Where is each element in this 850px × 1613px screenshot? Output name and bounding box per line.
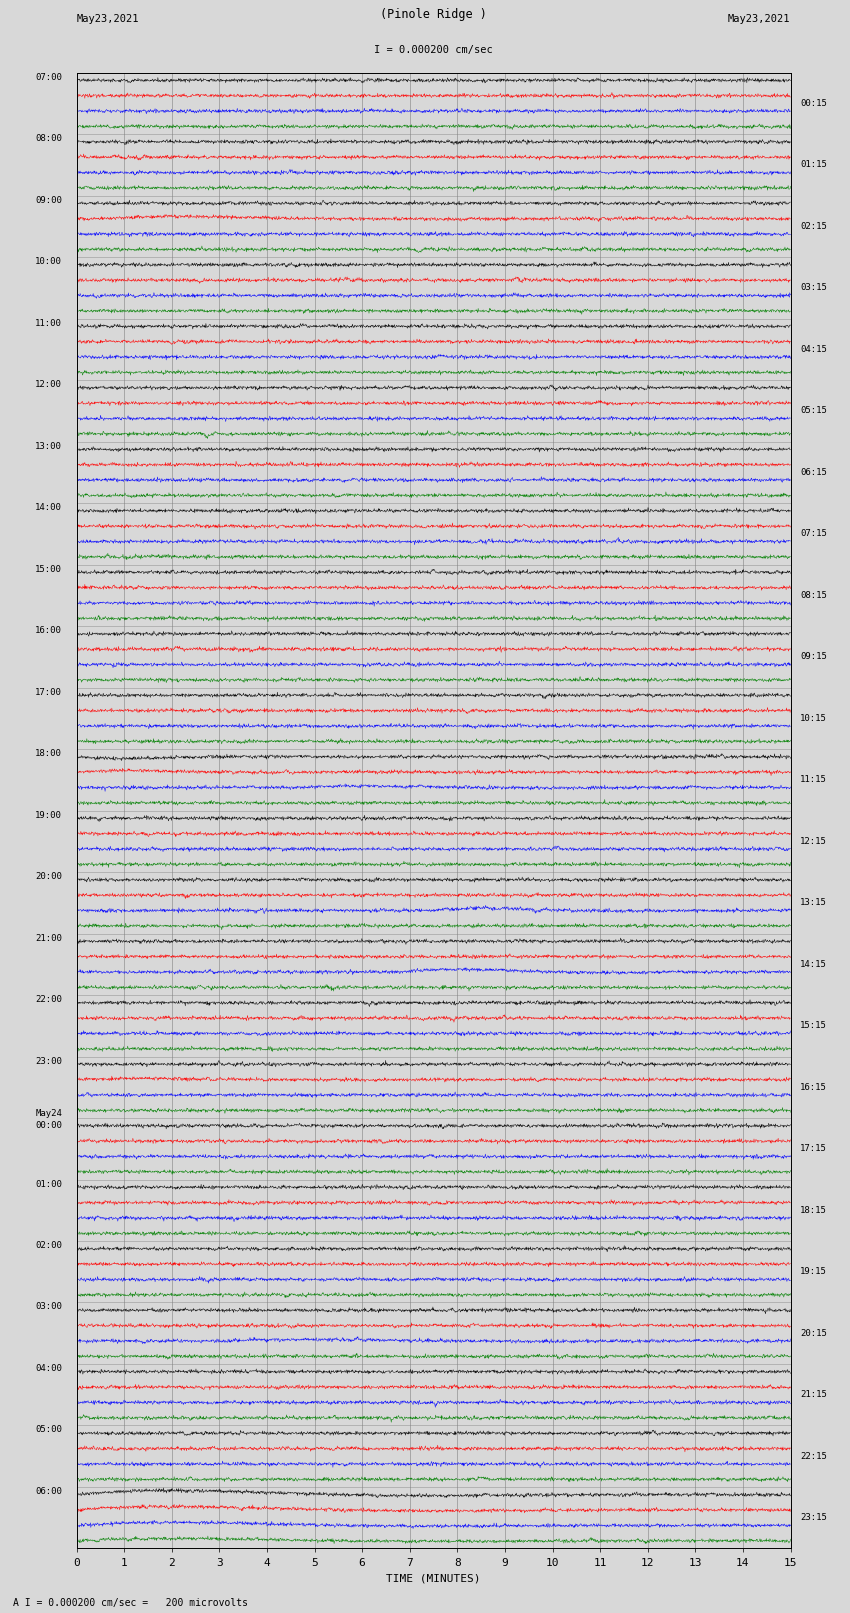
Text: 03:15: 03:15 (800, 284, 827, 292)
Text: 12:15: 12:15 (800, 837, 827, 845)
Text: 23:00: 23:00 (36, 1057, 62, 1066)
Text: 23:15: 23:15 (800, 1513, 827, 1523)
Text: I = 0.000200 cm/sec: I = 0.000200 cm/sec (374, 45, 493, 55)
Text: 18:00: 18:00 (36, 748, 62, 758)
Text: 22:15: 22:15 (800, 1452, 827, 1461)
Text: May23,2021: May23,2021 (728, 15, 791, 24)
Text: 00:00: 00:00 (36, 1121, 62, 1131)
Text: 12:00: 12:00 (36, 381, 62, 389)
Text: 02:15: 02:15 (800, 223, 827, 231)
Text: 11:00: 11:00 (36, 319, 62, 327)
Text: 18:15: 18:15 (800, 1207, 827, 1215)
Text: (Pinole Ridge ): (Pinole Ridge ) (380, 8, 487, 21)
Text: 05:15: 05:15 (800, 406, 827, 415)
Text: 10:15: 10:15 (800, 715, 827, 723)
Text: 20:15: 20:15 (800, 1329, 827, 1337)
Text: 04:00: 04:00 (36, 1365, 62, 1373)
Text: 20:00: 20:00 (36, 873, 62, 881)
Text: 07:15: 07:15 (800, 529, 827, 539)
Text: 17:15: 17:15 (800, 1144, 827, 1153)
Text: 08:15: 08:15 (800, 590, 827, 600)
Text: 03:00: 03:00 (36, 1303, 62, 1311)
Text: 08:00: 08:00 (36, 134, 62, 144)
Text: 22:00: 22:00 (36, 995, 62, 1003)
Text: 05:00: 05:00 (36, 1426, 62, 1434)
Text: 19:15: 19:15 (800, 1268, 827, 1276)
Text: 17:00: 17:00 (36, 687, 62, 697)
Text: 07:00: 07:00 (36, 73, 62, 82)
Text: 15:15: 15:15 (800, 1021, 827, 1031)
Text: 10:00: 10:00 (36, 256, 62, 266)
Text: 21:15: 21:15 (800, 1390, 827, 1398)
Text: 15:00: 15:00 (36, 565, 62, 574)
Text: 16:15: 16:15 (800, 1082, 827, 1092)
Text: 04:15: 04:15 (800, 345, 827, 353)
Text: 13:00: 13:00 (36, 442, 62, 450)
Text: 13:15: 13:15 (800, 898, 827, 907)
Text: 16:00: 16:00 (36, 626, 62, 636)
Text: 06:15: 06:15 (800, 468, 827, 477)
Text: 19:00: 19:00 (36, 810, 62, 819)
Text: 01:00: 01:00 (36, 1179, 62, 1189)
Text: 11:15: 11:15 (800, 776, 827, 784)
Text: 01:15: 01:15 (800, 160, 827, 169)
Text: 14:00: 14:00 (36, 503, 62, 511)
Text: 09:00: 09:00 (36, 195, 62, 205)
Text: 06:00: 06:00 (36, 1487, 62, 1495)
Text: A I = 0.000200 cm/sec =   200 microvolts: A I = 0.000200 cm/sec = 200 microvolts (13, 1598, 247, 1608)
Text: May24: May24 (36, 1108, 62, 1118)
Text: 14:15: 14:15 (800, 960, 827, 969)
Text: 00:15: 00:15 (800, 98, 827, 108)
Text: 02:00: 02:00 (36, 1240, 62, 1250)
X-axis label: TIME (MINUTES): TIME (MINUTES) (386, 1573, 481, 1582)
Text: 09:15: 09:15 (800, 652, 827, 661)
Text: 21:00: 21:00 (36, 934, 62, 942)
Text: May23,2021: May23,2021 (76, 15, 139, 24)
